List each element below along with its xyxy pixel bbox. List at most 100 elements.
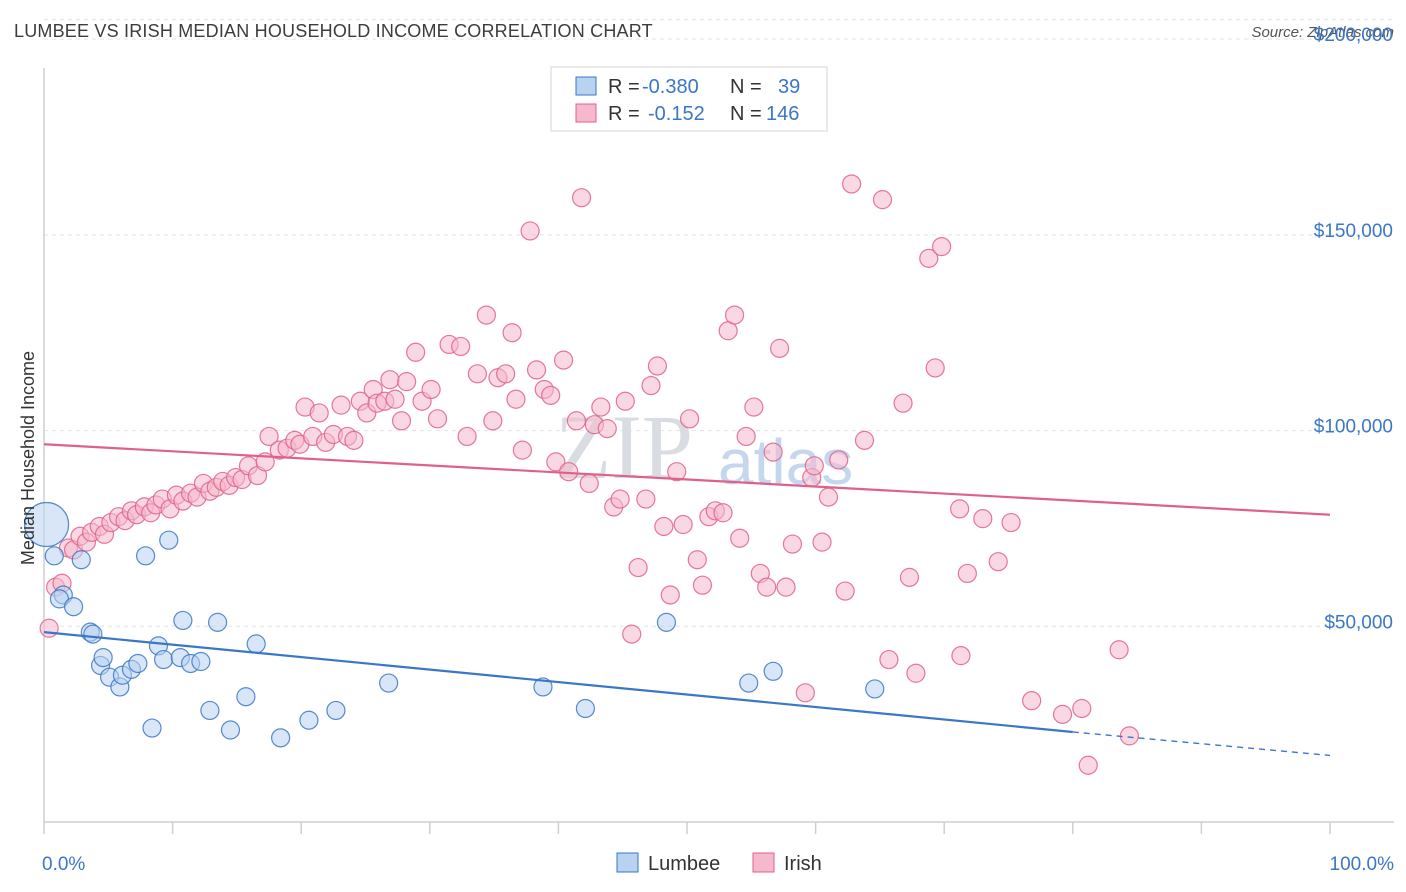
lumbee-point-21 <box>173 610 193 631</box>
lumbee-r-label: R = <box>608 76 640 98</box>
y-tick-label-0: $50,000 <box>1324 612 1393 633</box>
irish-n-value: 146 <box>766 103 799 125</box>
irish-point-109 <box>763 442 783 462</box>
lumbee-point-35 <box>656 612 677 632</box>
irish-point-141 <box>1109 640 1129 660</box>
x-tick-label-1: 100.0% <box>1330 854 1395 875</box>
irish-point-131 <box>951 646 971 666</box>
irish-point-132 <box>957 563 977 584</box>
irish-point-71 <box>520 221 540 241</box>
irish-point-0 <box>39 618 59 638</box>
irish-point-56 <box>406 342 426 362</box>
irish-point-86 <box>615 391 635 411</box>
irish-point-125 <box>899 567 920 587</box>
irish-point-139 <box>1078 755 1098 775</box>
irish-point-138 <box>1072 698 1092 719</box>
lumbee-point-32 <box>379 673 399 693</box>
lumbee-point-33 <box>533 677 553 697</box>
lumbee-point-18 <box>153 649 174 670</box>
irish-n-label: N = <box>730 103 762 125</box>
irish-point-70 <box>512 440 532 460</box>
irish-point-87 <box>622 624 642 644</box>
lumbee-point-34 <box>575 698 596 719</box>
trend-lines <box>43 443 1331 757</box>
lumbee-point-19 <box>159 530 179 550</box>
irish-point-95 <box>673 514 693 535</box>
irish-bottom-label: Irish <box>784 853 822 875</box>
stats-legend: R = -0.380 N = 39 R = -0.152 N = 146 <box>550 66 828 132</box>
y-axis-label: Median Household Income <box>18 351 38 565</box>
lumbee-bottom-label: Lumbee <box>648 853 720 875</box>
irish-point-136 <box>1022 691 1042 711</box>
irish-point-111 <box>776 577 796 597</box>
lumbee-point-27 <box>236 687 256 707</box>
irish-point-59 <box>427 409 448 429</box>
irish-point-54 <box>391 411 412 431</box>
y-tick-label-1: $100,000 <box>1314 417 1393 438</box>
irish-point-97 <box>687 550 707 570</box>
lumbee-point-26 <box>220 720 241 740</box>
irish-point-113 <box>795 683 815 703</box>
irish-point-91 <box>647 356 668 376</box>
chart-title: LUMBEE VS IRISH MEDIAN HOUSEHOLD INCOME … <box>14 21 653 41</box>
irish-point-61 <box>451 336 471 357</box>
lumbee-point-9 <box>93 647 113 668</box>
lumbee-n-label: N = <box>730 76 762 98</box>
irish-point-64 <box>476 305 496 325</box>
irish-point-110 <box>769 338 790 358</box>
irish-point-68 <box>502 323 522 343</box>
irish-point-126 <box>906 663 926 683</box>
irish-point-108 <box>757 577 777 597</box>
irish-trend-line <box>43 443 1331 516</box>
y-tick-label-2: $150,000 <box>1314 221 1393 242</box>
lumbee-bottom-swatch <box>616 852 639 873</box>
irish-point-82 <box>591 397 611 417</box>
irish-point-67 <box>496 364 516 384</box>
irish-point-72 <box>526 360 547 380</box>
irish-point-58 <box>421 379 441 400</box>
lumbee-trend-line <box>43 631 1073 734</box>
irish-r-label: R = <box>608 103 640 125</box>
irish-point-135 <box>1001 512 1021 533</box>
lumbee-point-0 <box>23 501 70 548</box>
irish-point-106 <box>744 397 764 417</box>
lumbee-point-16 <box>142 718 162 738</box>
lumbee-point-36 <box>739 673 759 693</box>
lumbee-point-23 <box>191 651 211 672</box>
x-tick-labels: 0.0% 100.0% <box>42 854 1394 875</box>
irish-point-55 <box>397 372 417 392</box>
irish-point-121 <box>854 430 875 450</box>
lumbee-points <box>23 501 885 748</box>
irish-point-83 <box>597 419 617 439</box>
irish-point-104 <box>730 528 750 548</box>
lumbee-point-29 <box>271 728 291 748</box>
lumbee-point-37 <box>763 661 783 681</box>
irish-point-63 <box>467 364 487 384</box>
lumbee-point-4 <box>63 597 84 617</box>
irish-r-value: -0.152 <box>648 103 705 125</box>
irish-point-75 <box>546 452 566 472</box>
irish-point-92 <box>654 516 674 537</box>
x-tick-label-0: 0.0% <box>42 854 85 875</box>
lumbee-r-value: -0.380 <box>642 76 699 98</box>
lumbee-point-7 <box>83 624 103 644</box>
irish-point-53 <box>385 389 405 409</box>
irish-legend-swatch <box>575 103 597 123</box>
irish-point-90 <box>641 375 661 396</box>
y-tick-labels: $50,000 $100,000 $150,000 $200,000 <box>1314 25 1393 633</box>
irish-point-133 <box>973 509 993 529</box>
irish-point-89 <box>636 489 656 509</box>
irish-point-103 <box>724 305 745 325</box>
lumbee-point-1 <box>44 546 64 566</box>
irish-point-88 <box>628 557 648 578</box>
lumbee-point-38 <box>865 679 885 699</box>
lumbee-point-5 <box>71 550 91 570</box>
irish-point-62 <box>457 426 477 447</box>
irish-point-41 <box>309 403 329 423</box>
irish-point-130 <box>950 499 970 519</box>
y-tick-label-3: $200,000 <box>1314 25 1393 46</box>
lumbee-point-24 <box>200 700 220 721</box>
irish-point-65 <box>483 411 503 431</box>
lumbee-n-value: 39 <box>778 76 800 98</box>
